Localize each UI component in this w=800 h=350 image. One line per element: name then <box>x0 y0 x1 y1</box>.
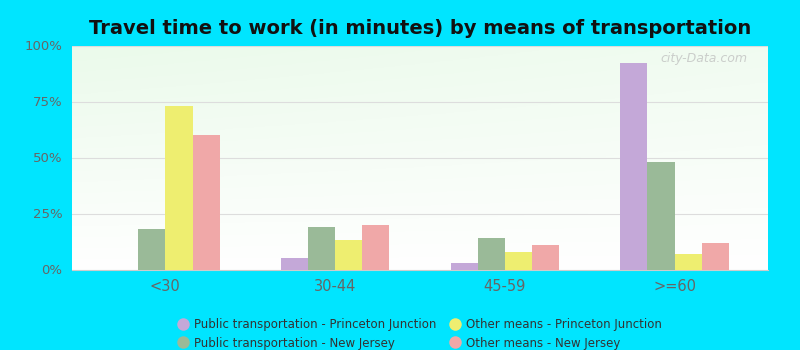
Bar <box>702 243 729 270</box>
Bar <box>674 254 702 270</box>
Bar <box>308 227 335 270</box>
Bar <box>505 252 532 270</box>
Bar <box>335 240 362 270</box>
Bar <box>450 263 478 270</box>
Text: city-Data.com: city-Data.com <box>660 52 747 65</box>
Bar <box>193 135 220 270</box>
Legend: Public transportation - Princeton Junction, Public transportation - New Jersey, : Public transportation - Princeton Juncti… <box>174 314 666 350</box>
Bar <box>138 229 166 270</box>
Bar <box>647 162 674 270</box>
Bar <box>532 245 559 270</box>
Bar <box>620 63 647 270</box>
Bar <box>281 258 308 270</box>
Bar <box>166 106 193 270</box>
Bar <box>478 238 505 270</box>
Bar <box>362 225 390 270</box>
Title: Travel time to work (in minutes) by means of transportation: Travel time to work (in minutes) by mean… <box>89 19 751 38</box>
